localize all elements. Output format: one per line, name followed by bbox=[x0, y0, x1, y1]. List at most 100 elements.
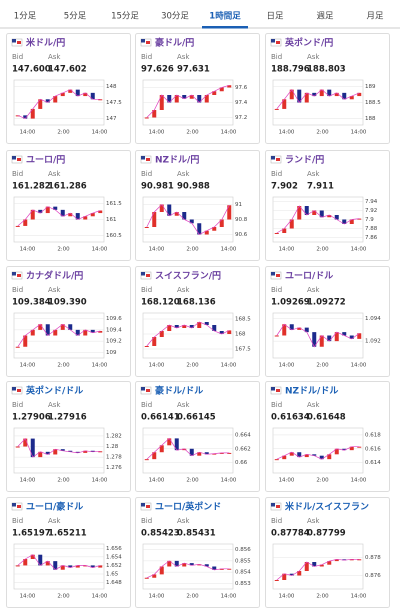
flag-mark bbox=[146, 505, 150, 508]
pair-title[interactable]: 米ドル/円 bbox=[25, 37, 65, 49]
x-tick-label: 2:00 bbox=[186, 363, 199, 369]
candle bbox=[357, 218, 362, 220]
bid-value: 7.902 bbox=[271, 182, 298, 192]
bid-value: 0.66141 bbox=[141, 413, 180, 423]
candle bbox=[219, 568, 224, 570]
candle bbox=[159, 95, 164, 110]
tab[interactable]: 月足 bbox=[366, 12, 384, 22]
pair-title[interactable]: ユーロ/英ポンド bbox=[155, 501, 221, 513]
candle bbox=[90, 213, 95, 217]
candle bbox=[212, 325, 217, 331]
pair-title[interactable]: NZドル/ドル bbox=[285, 386, 338, 397]
tab[interactable]: 5分足 bbox=[64, 12, 87, 22]
flag-mark bbox=[12, 503, 16, 507]
tab[interactable]: 15分足 bbox=[111, 12, 139, 22]
candle bbox=[312, 210, 317, 215]
candle bbox=[144, 346, 149, 347]
pair-title[interactable]: ユーロ/豪ドル bbox=[26, 501, 83, 513]
pair-title[interactable]: 豪ドル/ドル bbox=[155, 385, 203, 397]
candle bbox=[304, 562, 309, 571]
pair-title[interactable]: 米ドル/スイスフラン bbox=[284, 501, 369, 513]
pair-title[interactable]: ランド/円 bbox=[285, 155, 324, 166]
flag-mark bbox=[276, 389, 280, 392]
pair-title[interactable]: 英ポンド/ドル bbox=[25, 385, 83, 397]
candle bbox=[304, 206, 309, 215]
pair-title[interactable]: スイスフラン/円 bbox=[155, 271, 221, 282]
tab[interactable]: 週足 bbox=[316, 12, 334, 22]
flag-mark bbox=[12, 387, 16, 391]
candle bbox=[90, 329, 95, 333]
candle bbox=[342, 559, 347, 561]
candle bbox=[204, 452, 209, 455]
x-tick-label: 14:00 bbox=[20, 478, 36, 484]
candle bbox=[83, 92, 88, 97]
candle bbox=[212, 566, 217, 570]
bid-label: Bid bbox=[141, 53, 152, 61]
pair-title[interactable]: 豪ドル/円 bbox=[155, 37, 194, 49]
tab[interactable]: 1時間足 bbox=[209, 11, 241, 22]
pair-title[interactable]: NZドル/円 bbox=[155, 155, 199, 166]
x-tick-label: 2:00 bbox=[316, 247, 329, 253]
candle bbox=[349, 219, 354, 224]
tab[interactable]: 日足 bbox=[266, 12, 284, 22]
bid-label: Bid bbox=[12, 53, 23, 61]
pair-title[interactable]: ユーロ/円 bbox=[26, 155, 65, 166]
ask-label: Ask bbox=[307, 401, 320, 409]
x-tick-label: 2:00 bbox=[57, 363, 70, 369]
candle bbox=[189, 448, 194, 456]
tab-indicator bbox=[202, 26, 248, 29]
pair-title[interactable]: ユーロ/ドル bbox=[285, 271, 333, 282]
flag-mark bbox=[276, 274, 280, 277]
y-tick-label: 1.092 bbox=[365, 339, 381, 345]
candle bbox=[297, 571, 302, 576]
x-tick-label: 2:00 bbox=[186, 478, 199, 484]
candle bbox=[289, 573, 294, 576]
candle bbox=[334, 332, 339, 342]
ask-value: 161.286 bbox=[48, 182, 87, 192]
y-tick-label: 7.86 bbox=[365, 235, 378, 241]
y-tick-label: 168 bbox=[235, 332, 246, 338]
ask-value: 1.65211 bbox=[48, 529, 87, 539]
candle bbox=[15, 565, 20, 567]
y-tick-label: 109.6 bbox=[106, 316, 122, 322]
close-line bbox=[146, 321, 230, 347]
ask-value: 90.988 bbox=[177, 182, 210, 192]
tab[interactable]: 30分足 bbox=[161, 12, 189, 22]
candle bbox=[152, 452, 157, 460]
candle bbox=[182, 95, 187, 99]
plot-frame bbox=[272, 543, 364, 590]
candle bbox=[227, 330, 232, 334]
y-tick-label: 1.656 bbox=[106, 546, 122, 552]
candle bbox=[159, 331, 164, 337]
candle bbox=[297, 452, 302, 458]
ask-value: 147.602 bbox=[48, 65, 87, 75]
x-tick-label: 2:00 bbox=[316, 363, 329, 369]
candle bbox=[197, 452, 202, 456]
ask-value: 109.390 bbox=[48, 298, 87, 308]
candle bbox=[219, 87, 224, 92]
pair-title[interactable]: 英ポンド/円 bbox=[284, 37, 333, 49]
candle bbox=[83, 216, 88, 220]
tab[interactable]: 1分足 bbox=[14, 12, 37, 22]
ask-label: Ask bbox=[307, 53, 320, 61]
flag-mark bbox=[12, 272, 16, 276]
pair-title[interactable]: カナダドル/円 bbox=[26, 270, 83, 282]
candle bbox=[60, 209, 65, 217]
bid-value: 161.282 bbox=[12, 182, 51, 192]
candle bbox=[189, 563, 194, 566]
